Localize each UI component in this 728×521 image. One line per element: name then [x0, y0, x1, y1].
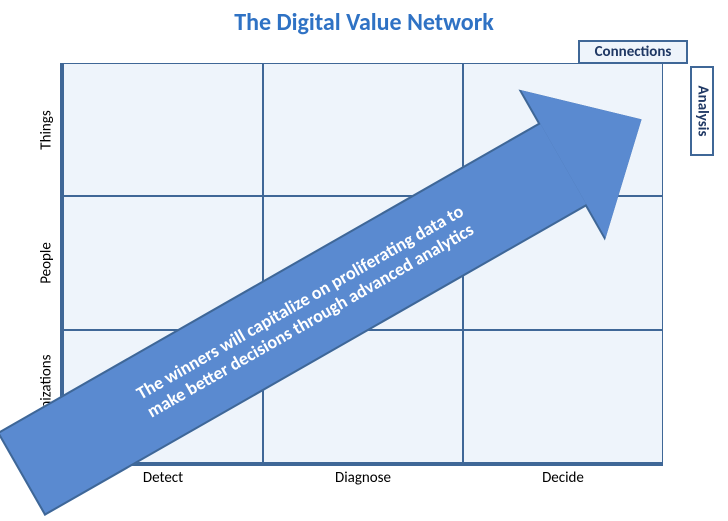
grid-cell [63, 63, 263, 196]
grid-cell [463, 330, 663, 463]
diagram-title: The Digital Value Network [0, 8, 728, 37]
x-axis-label: Diagnose [263, 469, 463, 487]
tag-analysis: Analysis [690, 66, 714, 156]
x-axis-label: Decide [463, 469, 663, 487]
y-axis-label: People [37, 196, 57, 329]
y-axis-label: Things [37, 63, 57, 196]
